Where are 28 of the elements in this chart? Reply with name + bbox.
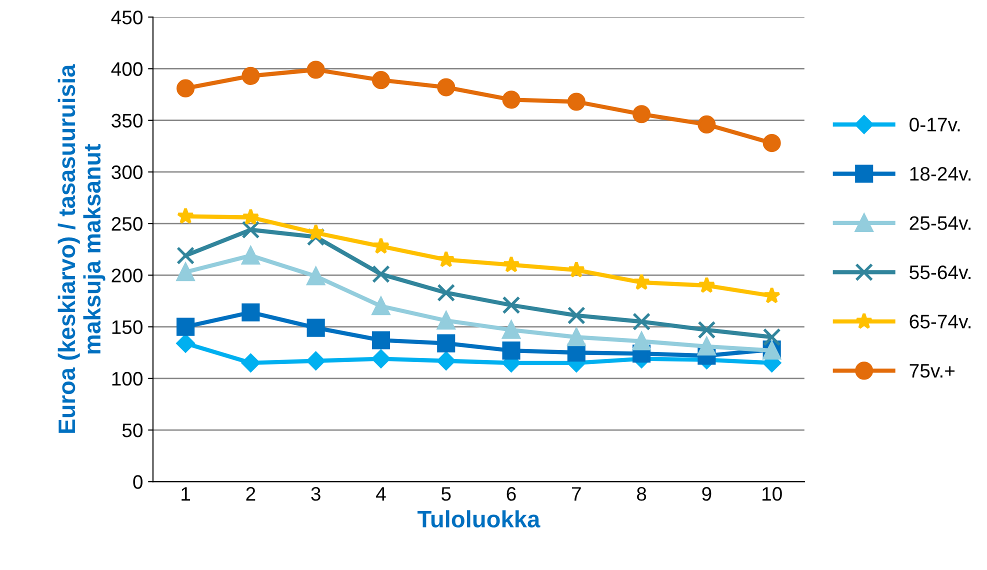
x-tick-label: 5	[441, 487, 451, 501]
legend-label: 75v.+	[910, 364, 955, 378]
y-tick-label: 50	[122, 424, 143, 438]
y-tick-label: 350	[112, 114, 143, 128]
legend-label: 18-24v.	[910, 166, 970, 181]
legend-label: 0-17v.	[910, 118, 960, 132]
y-tick-label: 400	[111, 62, 143, 76]
y-tick-label: 100	[112, 372, 143, 386]
legend-label: 55-64v.	[910, 265, 970, 280]
y-axis-title: Euroa (keskiarvo) / tasasuuruisia maksuja maksanut	[58, 64, 106, 433]
x-tick-label: 8	[636, 487, 646, 501]
x-tick-label: 4	[376, 487, 386, 501]
y-tick-label: 150	[112, 320, 143, 334]
x-axis-title: Tuloluokka	[418, 510, 540, 528]
y-tick-label: 200	[112, 268, 143, 282]
x-tick-label: 1	[182, 487, 190, 501]
y-tick-label: 250	[112, 217, 143, 231]
x-tick-label: 2	[246, 487, 256, 501]
x-tick-label: 6	[506, 487, 516, 501]
legend-label: 25-54v.	[910, 216, 970, 230]
x-tick-label: 10	[762, 487, 782, 501]
y-tick-label: 450	[111, 10, 143, 24]
y-tick-label: 300	[112, 165, 143, 180]
legend-label: 65-74v.	[910, 314, 970, 328]
y-tick-label: 0	[133, 475, 143, 489]
x-tick-label: 9	[702, 487, 712, 501]
x-tick-label: 7	[572, 487, 581, 501]
x-tick-label: 3	[311, 487, 320, 501]
